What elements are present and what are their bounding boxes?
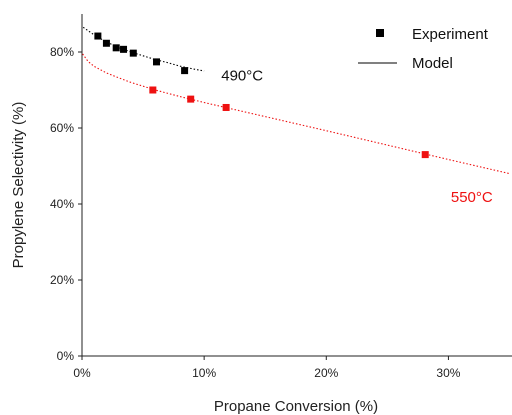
annotation-label: 550°C xyxy=(451,189,493,206)
y-axis-title: Propylene Selectivity (%) xyxy=(10,102,27,269)
data-point xyxy=(120,45,128,53)
plot-frame xyxy=(81,14,512,357)
data-point xyxy=(112,44,120,52)
legend-marker-experiment xyxy=(376,29,384,37)
legend-label-model: Model xyxy=(412,55,453,72)
x-ticks: 0% 10% 20% 30% xyxy=(73,356,461,380)
x-axis-title: Propane Conversion (%) xyxy=(214,398,378,415)
annotations: 490°C 550°C xyxy=(221,68,493,207)
legend-label-experiment: Experiment xyxy=(412,26,489,43)
x-tick-label: 0% xyxy=(73,366,91,380)
data-point xyxy=(102,39,110,47)
experiment-points xyxy=(94,32,429,159)
y-tick-label: 0% xyxy=(57,349,75,363)
data-point xyxy=(94,32,102,40)
data-point xyxy=(222,103,230,111)
y-tick-label: 80% xyxy=(50,45,74,59)
x-tick-label: 10% xyxy=(192,366,216,380)
data-point xyxy=(181,67,189,75)
y-tick-label: 40% xyxy=(50,197,74,211)
data-point xyxy=(153,58,161,66)
y-tick-label: 20% xyxy=(50,273,74,287)
data-point xyxy=(149,86,157,94)
x-tick-label: 30% xyxy=(436,366,460,380)
model-lines xyxy=(82,26,510,175)
y-tick-label: 60% xyxy=(50,121,74,135)
data-point xyxy=(187,95,195,103)
legend: Experiment Model xyxy=(358,26,489,72)
data-point xyxy=(421,151,429,159)
data-point xyxy=(129,49,137,57)
x-tick-label: 20% xyxy=(314,366,338,380)
model-line-2 xyxy=(82,26,205,72)
y-ticks: 0% 20% 40% 60% 80% xyxy=(50,45,82,363)
annotation-label: 490°C xyxy=(221,68,263,85)
model-line-3 xyxy=(82,53,510,175)
